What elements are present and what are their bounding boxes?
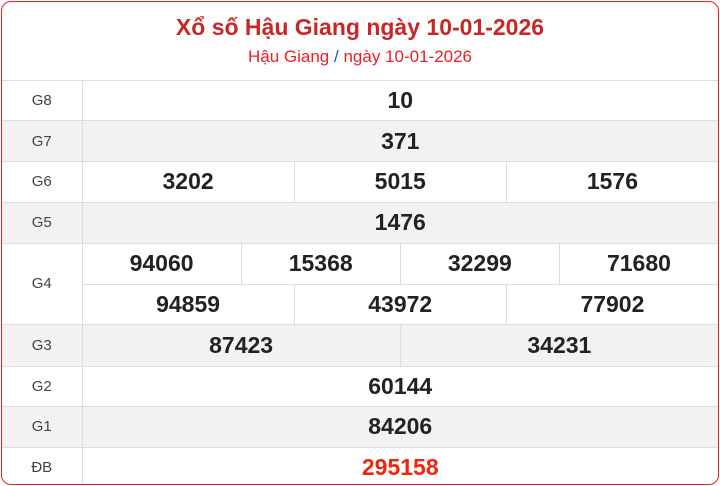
prize-number: 1576 [505, 161, 718, 203]
breadcrumb-separator: / [334, 47, 339, 66]
prize-number: 87423 [209, 332, 274, 359]
prize-number: 43972 [293, 284, 506, 325]
prize-label: ĐB [2, 446, 83, 484]
row-g8: G8 10 [2, 79, 718, 121]
prize-number: 94859 [156, 291, 221, 318]
prize-label: G8 [2, 79, 83, 121]
prize-number: 71680 [558, 243, 718, 284]
prize-number: 32299 [399, 243, 559, 284]
row-g3: G3 87423 34231 [2, 324, 718, 367]
breadcrumb: Hậu Giang / ngày 10-01-2026 [2, 44, 718, 67]
row-special: ĐB 295158 [2, 446, 718, 484]
prize-number: 3202 [162, 168, 214, 195]
prize-number: 10 [82, 79, 718, 121]
prize-number: 34231 [399, 325, 718, 366]
prize-label: G1 [2, 406, 83, 448]
row-g7: G7 371 [2, 120, 718, 162]
prize-number: 371 [82, 120, 718, 162]
prize-label: G6 [2, 160, 83, 203]
prize-number: 1476 [82, 202, 718, 244]
breadcrumb-province-link[interactable]: Hậu Giang [247, 47, 330, 66]
prize-label: G2 [2, 365, 83, 407]
prize-number: 60144 [82, 365, 718, 407]
page-title: Xổ số Hậu Giang ngày 10-01-2026 [175, 14, 545, 40]
row-g5: G5 1476 [2, 202, 718, 244]
prize-number: 94060 [129, 250, 194, 277]
prize-number: 5015 [293, 161, 506, 203]
prize-label: G3 [2, 324, 83, 367]
results-table: G8 10 G7 371 G6 3202 5015 1576 G5 1476 G4 9… [2, 79, 718, 484]
row-g4: G4 94060 15368 32299 71680 94859 43972 7… [2, 242, 718, 325]
prize-label: G5 [2, 202, 83, 244]
breadcrumb-date-link[interactable]: ngày 10-01-2026 [343, 47, 473, 66]
prize-label: G7 [2, 120, 83, 162]
result-header: Xổ số Hậu Giang ngày 10-01-2026 Hậu Gian… [2, 2, 718, 80]
row-g2: G2 60144 [2, 365, 718, 407]
row-g6: G6 3202 5015 1576 [2, 160, 718, 203]
prize-number: 77902 [505, 284, 718, 325]
row-g1: G1 84206 [2, 406, 718, 448]
prize-number: 15368 [240, 243, 400, 284]
prize-label: G4 [2, 242, 83, 325]
prize-number: 84206 [82, 406, 718, 448]
special-prize-number: 295158 [82, 446, 718, 484]
